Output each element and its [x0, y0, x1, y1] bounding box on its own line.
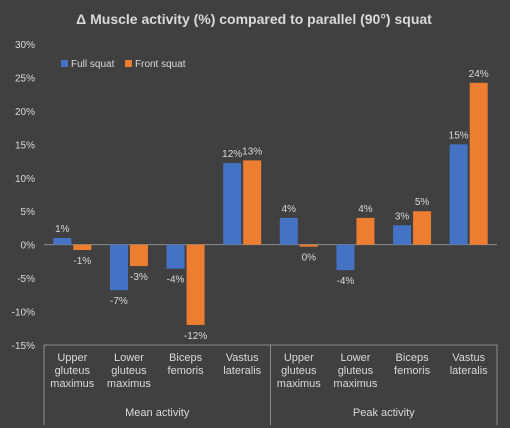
category-label: Upper [284, 352, 314, 364]
bar-front-squat [413, 211, 432, 245]
bars [53, 82, 488, 325]
category-label: maximus [107, 378, 152, 390]
category-label: maximus [333, 378, 378, 390]
category-label: gluteus [55, 365, 91, 377]
category-label: Vastus [226, 352, 259, 364]
legend-swatch [125, 60, 132, 67]
bar-front-squat [73, 244, 92, 251]
legend-label: Front squat [135, 59, 186, 70]
y-tick-label: 15% [15, 140, 35, 151]
data-labels: 1% -7% -4% 12% 4% -4% 3% 15% -1% -3% -12% 13% 0% 4% 5%… [55, 69, 489, 342]
category-label: maximus [277, 378, 322, 390]
category-label: lateralis [223, 365, 261, 377]
data-label: 5% [415, 197, 430, 208]
bar-front-squat [129, 244, 148, 267]
y-tick-label: 5% [21, 207, 36, 218]
category-label: lateralis [450, 365, 488, 377]
category-label: femoris [168, 365, 205, 377]
y-tick-label: 25% [15, 73, 35, 84]
bar-front-squat [356, 217, 375, 245]
axes: -15%-10%-5%0%5%10%15%20%25%30%Upperglute… [12, 40, 498, 425]
bar-full-squat [393, 225, 412, 245]
data-label: 15% [449, 130, 469, 141]
data-label: 24% [469, 69, 489, 80]
bar-front-squat [469, 82, 488, 245]
bar-full-squat [449, 144, 468, 245]
y-tick-label: 30% [15, 40, 35, 51]
group-label: Peak activity [353, 407, 415, 419]
data-label: 4% [358, 204, 373, 215]
y-tick-label: 10% [15, 174, 35, 185]
data-label: -4% [337, 276, 355, 287]
data-label: -3% [130, 272, 148, 283]
y-tick-label: -10% [12, 308, 35, 319]
y-tick-label: 20% [15, 107, 35, 118]
y-tick-label: -15% [12, 341, 35, 352]
category-label: Upper [57, 352, 87, 364]
category-label: Lower [114, 352, 144, 364]
y-tick-label: -5% [17, 274, 35, 285]
legend: Full squat Front squat [61, 59, 186, 70]
bar-front-squat [299, 244, 318, 247]
data-label: 13% [242, 146, 262, 157]
group-label: Mean activity [125, 407, 190, 419]
data-label: 4% [282, 204, 297, 215]
category-label: Vastus [452, 352, 485, 364]
category-label: femoris [394, 365, 431, 377]
data-label: 12% [222, 149, 242, 160]
legend-swatch [61, 60, 68, 67]
bar-full-squat [336, 244, 355, 271]
data-label: -4% [167, 275, 185, 286]
y-tick-label: 0% [21, 241, 36, 252]
category-label: gluteus [338, 365, 374, 377]
bar-front-squat [186, 244, 205, 325]
data-label: 0% [302, 253, 317, 264]
bar-front-squat [243, 160, 262, 245]
chart-title: Δ Muscle activity (%) compared to parall… [76, 11, 432, 27]
bar-full-squat [53, 237, 72, 245]
category-label: gluteus [111, 365, 147, 377]
bar-full-squat [109, 244, 128, 291]
category-label: Biceps [169, 352, 203, 364]
category-label: Biceps [396, 352, 430, 364]
category-label: gluteus [281, 365, 317, 377]
bar-full-squat [279, 217, 298, 245]
legend-label: Full squat [71, 59, 115, 70]
data-label: -7% [110, 296, 128, 307]
bar-full-squat [166, 244, 185, 269]
category-label: maximus [50, 378, 95, 390]
data-label: 1% [55, 224, 70, 235]
data-label: -1% [73, 256, 91, 267]
bar-full-squat [223, 163, 242, 245]
data-label: 3% [395, 211, 410, 222]
category-label: Lower [340, 352, 370, 364]
data-label: -12% [184, 331, 207, 342]
